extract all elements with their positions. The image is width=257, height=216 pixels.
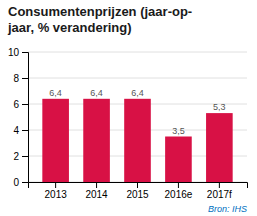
bars: [42, 99, 232, 182]
annotation: Bron: IHS: [208, 204, 247, 214]
title: Consumentenprijzen (jaar-op-jaar, % vera…: [7, 4, 192, 35]
x-tick-label: 2016e: [165, 189, 193, 200]
data-labels: 6,4 6,4 6,4 3,5 5,3: [49, 88, 225, 136]
y-tick-mark: [22, 78, 28, 79]
bar: [165, 137, 192, 183]
data-label: 6,4: [49, 88, 62, 98]
x-tick-label: 2014: [85, 189, 108, 200]
bar: [206, 113, 233, 182]
y-tick: 8: [13, 73, 28, 84]
y-tick-label: 4: [13, 125, 19, 136]
y-tick-label: 0: [13, 177, 19, 188]
plot: 0 2 4 6 8 10 2013 2014 2015 2016e 2017f 6,4 6,4 6,4 3,…: [8, 47, 248, 200]
y-tick-label: 10: [8, 47, 20, 58]
x-tick: 2015: [126, 182, 149, 200]
y-tick: 4: [13, 125, 28, 136]
y-tick: 0: [13, 177, 28, 188]
x-tick: 2017f: [207, 182, 232, 200]
x-axis: 2013 2014 2015 2016e 2017f: [29, 182, 248, 200]
chart: Consumentenprijzen (jaar-op-jaar, % vera…: [0, 0, 257, 216]
x-tick-mark: [137, 182, 138, 188]
y-tick-mark: [22, 52, 28, 53]
y-tick-mark: [22, 182, 28, 183]
y-tick-mark: [22, 130, 28, 131]
grid-line: [28, 52, 247, 53]
x-tick-label: 2013: [45, 189, 68, 200]
x-tick-mark: [96, 182, 97, 188]
y-tick: 2: [13, 151, 28, 162]
data-label: 6,4: [90, 88, 103, 98]
x-tick-mark: [178, 182, 179, 188]
x-tick-label: 2015: [126, 189, 149, 200]
data-label: 6,4: [131, 88, 144, 98]
x-tick: 2013: [45, 182, 68, 200]
x-tick-mark: [219, 182, 220, 188]
y-tick-label: 2: [13, 151, 19, 162]
bar: [124, 99, 151, 182]
y-tick-mark: [22, 104, 28, 105]
bar: [83, 99, 110, 182]
x-tick-mark: [55, 182, 56, 188]
grid-line: [28, 78, 247, 79]
x-tick: 2014: [85, 182, 108, 200]
data-label: 5,3: [213, 102, 226, 112]
grid: [28, 52, 247, 182]
y-axis: 0 2 4 6 8 10: [8, 47, 29, 188]
x-tick-label: 2017f: [207, 189, 232, 200]
x-tick: 2016e: [165, 182, 193, 200]
y-tick-mark: [22, 156, 28, 157]
x-axis-line: [29, 183, 248, 189]
y-axis-line: [22, 53, 29, 183]
y-tick: 6: [13, 99, 28, 110]
title-line: jaar, % verandering): [7, 20, 132, 35]
y-tick-label: 6: [13, 99, 19, 110]
title-line: Consumentenprijzen (jaar-op-: [8, 4, 192, 19]
y-tick: 10: [8, 47, 28, 58]
data-label: 3,5: [172, 126, 185, 136]
bar: [42, 99, 69, 182]
y-tick-label: 8: [13, 73, 19, 84]
